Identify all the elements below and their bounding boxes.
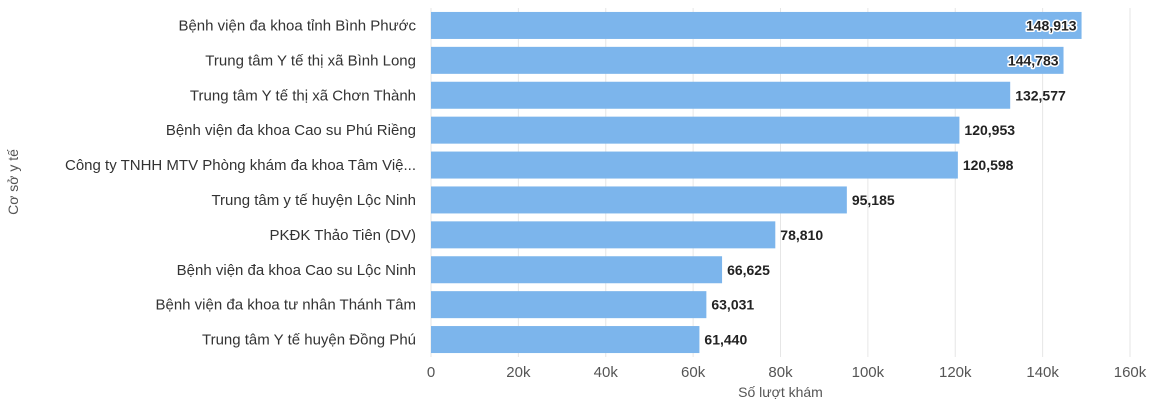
value-label: 148,913: [1026, 17, 1077, 33]
bar: [431, 326, 700, 354]
value-label: 66,625: [727, 262, 770, 278]
value-label: 120,953: [964, 122, 1015, 138]
category-label: PKĐK Thảo Tiên (DV): [270, 227, 416, 244]
bar: [431, 151, 958, 179]
x-tick-label: 160k: [1114, 364, 1147, 381]
value-labels: 148,913 144,783 132,577 120,953 120,598 95,18…: [704, 16, 1078, 348]
bar: [431, 291, 707, 319]
category-label: Trung tâm Y tế huyện Đồng Phú: [202, 332, 416, 349]
x-tick-label: 120k: [939, 364, 972, 381]
value-label: 144,783: [1008, 52, 1059, 68]
category-labels: Bệnh viện đa khoa tỉnh Bình Phước Trung t…: [65, 17, 416, 348]
bar: [431, 221, 776, 249]
x-axis-title: Số lượt khám: [738, 384, 823, 400]
bar: [431, 116, 960, 144]
value-label: 61,440: [704, 332, 747, 348]
category-label: Trung tâm Y tế thị xã Chơn Thành: [190, 87, 416, 104]
value-label: 78,810: [780, 227, 823, 243]
category-label: Bệnh viện đa khoa tỉnh Bình Phước: [178, 17, 416, 34]
x-tick-label: 40k: [594, 364, 619, 381]
category-label: Trung tâm Y tế thị xã Bình Long: [205, 52, 416, 69]
bar: [431, 11, 1082, 39]
x-tick-label: 0: [427, 364, 435, 381]
x-tick-label: 60k: [681, 364, 706, 381]
value-label: 95,185: [852, 192, 895, 208]
category-label: Trung tâm y tế huyện Lộc Ninh: [211, 192, 416, 209]
x-tick-label: 140k: [1026, 364, 1059, 381]
value-label: 132,577: [1015, 87, 1066, 103]
bar: [431, 256, 723, 284]
category-label: Bệnh viện đa khoa Cao su Lộc Ninh: [177, 262, 416, 279]
bar: [431, 46, 1064, 74]
x-tick-label: 20k: [506, 364, 531, 381]
x-tick-label: 100k: [852, 364, 885, 381]
bar: [431, 81, 1011, 109]
category-label: Công ty TNHH MTV Phòng khám đa khoa Tâm …: [65, 157, 416, 174]
category-label: Bệnh viện đa khoa tư nhân Thánh Tâm: [155, 297, 416, 314]
value-label: 120,598: [963, 157, 1014, 173]
bar: [431, 186, 847, 214]
category-label: Bệnh viện đa khoa Cao su Phú Riềng: [166, 122, 416, 139]
bars: [431, 11, 1082, 354]
x-tick-label: 80k: [768, 364, 793, 381]
x-axis-ticks: 0 20k 40k 60k 80k 100k 120k 140k 160k: [427, 364, 1147, 381]
value-label: 63,031: [711, 297, 754, 313]
y-axis-title: Cơ sở y tế: [5, 149, 21, 215]
